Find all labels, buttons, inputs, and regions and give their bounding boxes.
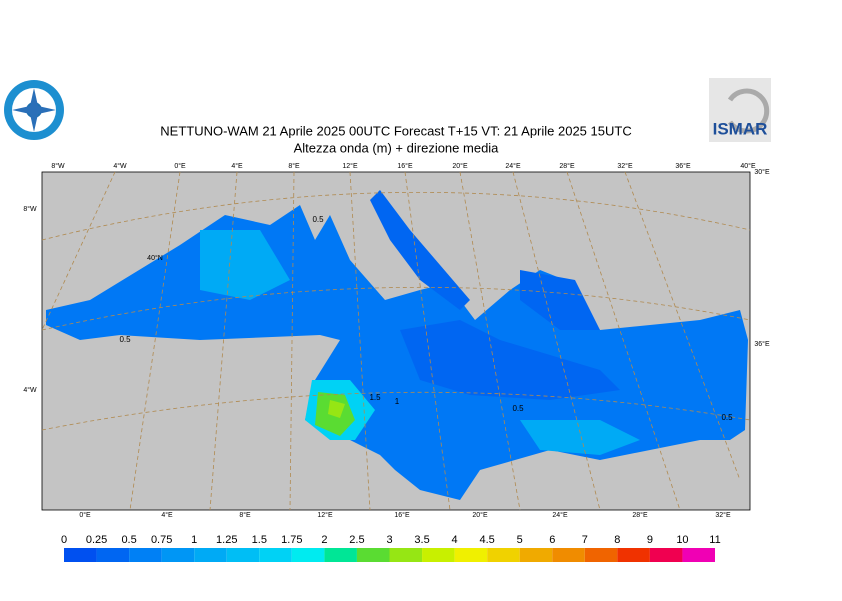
legend-label: 1.5 xyxy=(252,534,267,546)
legend-label: 5 xyxy=(517,534,523,546)
lat-label: 40°N xyxy=(147,254,163,262)
lon-label: 4°E xyxy=(161,511,173,519)
lon-label: 12°E xyxy=(317,511,333,519)
contour-label: 0.5 xyxy=(512,404,524,413)
logo-left xyxy=(4,80,64,140)
legend-label: 11 xyxy=(709,534,720,546)
lon-label: 16°E xyxy=(397,162,413,170)
wave-area xyxy=(328,400,345,418)
legend-swatch xyxy=(356,548,390,562)
contour-label: 1 xyxy=(395,397,400,406)
adriatic xyxy=(370,190,470,310)
lat-label: 30°E xyxy=(754,168,770,176)
map xyxy=(41,171,751,511)
legend-swatch xyxy=(649,548,683,562)
legend-swatch xyxy=(64,548,97,562)
lon-label: 20°E xyxy=(452,162,468,170)
lat-label: 4°W xyxy=(23,386,37,394)
legend-swatch xyxy=(291,548,325,562)
legend-label: 9 xyxy=(647,534,653,546)
legend-swatch xyxy=(161,548,195,562)
contour-label: 1.5 xyxy=(369,393,381,402)
legend-label: 7 xyxy=(582,534,588,546)
legend-label: 10 xyxy=(676,534,688,546)
lon-label: 0°E xyxy=(79,511,91,519)
lon-label: 8°E xyxy=(288,162,300,170)
legend-label: 6 xyxy=(549,534,555,546)
legend-swatch xyxy=(552,548,585,562)
legend-label: 0.75 xyxy=(151,534,172,546)
lon-label: 12°E xyxy=(342,162,358,170)
lon-label: 40°E xyxy=(740,162,756,170)
legend-swatch xyxy=(324,548,357,562)
wave-area xyxy=(520,420,640,455)
legend-swatch xyxy=(422,548,455,562)
legend-swatch xyxy=(226,548,260,562)
lon-label: 20°E xyxy=(472,511,488,519)
legend-swatch xyxy=(682,548,715,562)
legend-label: 2.5 xyxy=(349,534,364,546)
lon-label: 32°E xyxy=(617,162,633,170)
lon-label: 28°E xyxy=(559,162,575,170)
legend-label: 0 xyxy=(61,534,67,546)
legend-swatch xyxy=(519,548,553,562)
legend-label: 4.5 xyxy=(480,534,495,546)
contour-label: 0.5 xyxy=(721,413,733,422)
lon-label: 4°E xyxy=(231,162,243,170)
legend-swatch xyxy=(259,548,292,562)
lon-label: 8°W xyxy=(51,162,65,170)
legend-label: 0.5 xyxy=(121,534,136,546)
legend-label: 0.25 xyxy=(86,534,107,546)
legend-swatch xyxy=(454,548,488,562)
lon-label: 16°E xyxy=(394,511,410,519)
lon-label: 0°E xyxy=(174,162,186,170)
legend-swatch xyxy=(96,548,130,562)
logo-right: ISMAR xyxy=(709,78,771,142)
legend-label: 3 xyxy=(386,534,392,546)
legend-swatch xyxy=(487,548,520,562)
lon-label: 32°E xyxy=(715,511,731,519)
ionian xyxy=(400,320,620,400)
legend-swatch xyxy=(194,548,227,562)
lat-label: 8°W xyxy=(23,205,37,213)
title: NETTUNO-WAM 21 Aprile 2025 00UTC Forecas… xyxy=(160,123,631,138)
legend-label: 4 xyxy=(452,534,458,546)
subtitle: Altezza onda (m) + direzione media xyxy=(294,140,500,155)
lon-label: 24°E xyxy=(505,162,521,170)
logo-text: ISMAR xyxy=(713,119,768,138)
legend-label: 3.5 xyxy=(414,534,429,546)
legend-swatch xyxy=(129,548,162,562)
legend-label: 8 xyxy=(614,534,620,546)
legend-label: 2 xyxy=(321,534,327,546)
aegean xyxy=(520,270,600,330)
legend-label: 1 xyxy=(191,534,197,546)
lon-label: 8°E xyxy=(239,511,251,519)
contour-label: 0.5 xyxy=(119,335,131,344)
legend-swatch xyxy=(389,548,423,562)
contour-label: 0.5 xyxy=(312,215,324,224)
legend-label: 1.25 xyxy=(216,534,237,546)
lat-label: 36°E xyxy=(754,340,770,348)
lon-label: 36°E xyxy=(675,162,691,170)
legend-swatch xyxy=(617,548,650,562)
legend-label: 1.75 xyxy=(281,534,302,546)
wave-area xyxy=(200,230,290,300)
legend-swatch xyxy=(584,548,618,562)
lon-label: 4°W xyxy=(113,162,127,170)
lon-label: 28°E xyxy=(632,511,648,519)
lon-label: 24°E xyxy=(552,511,568,519)
